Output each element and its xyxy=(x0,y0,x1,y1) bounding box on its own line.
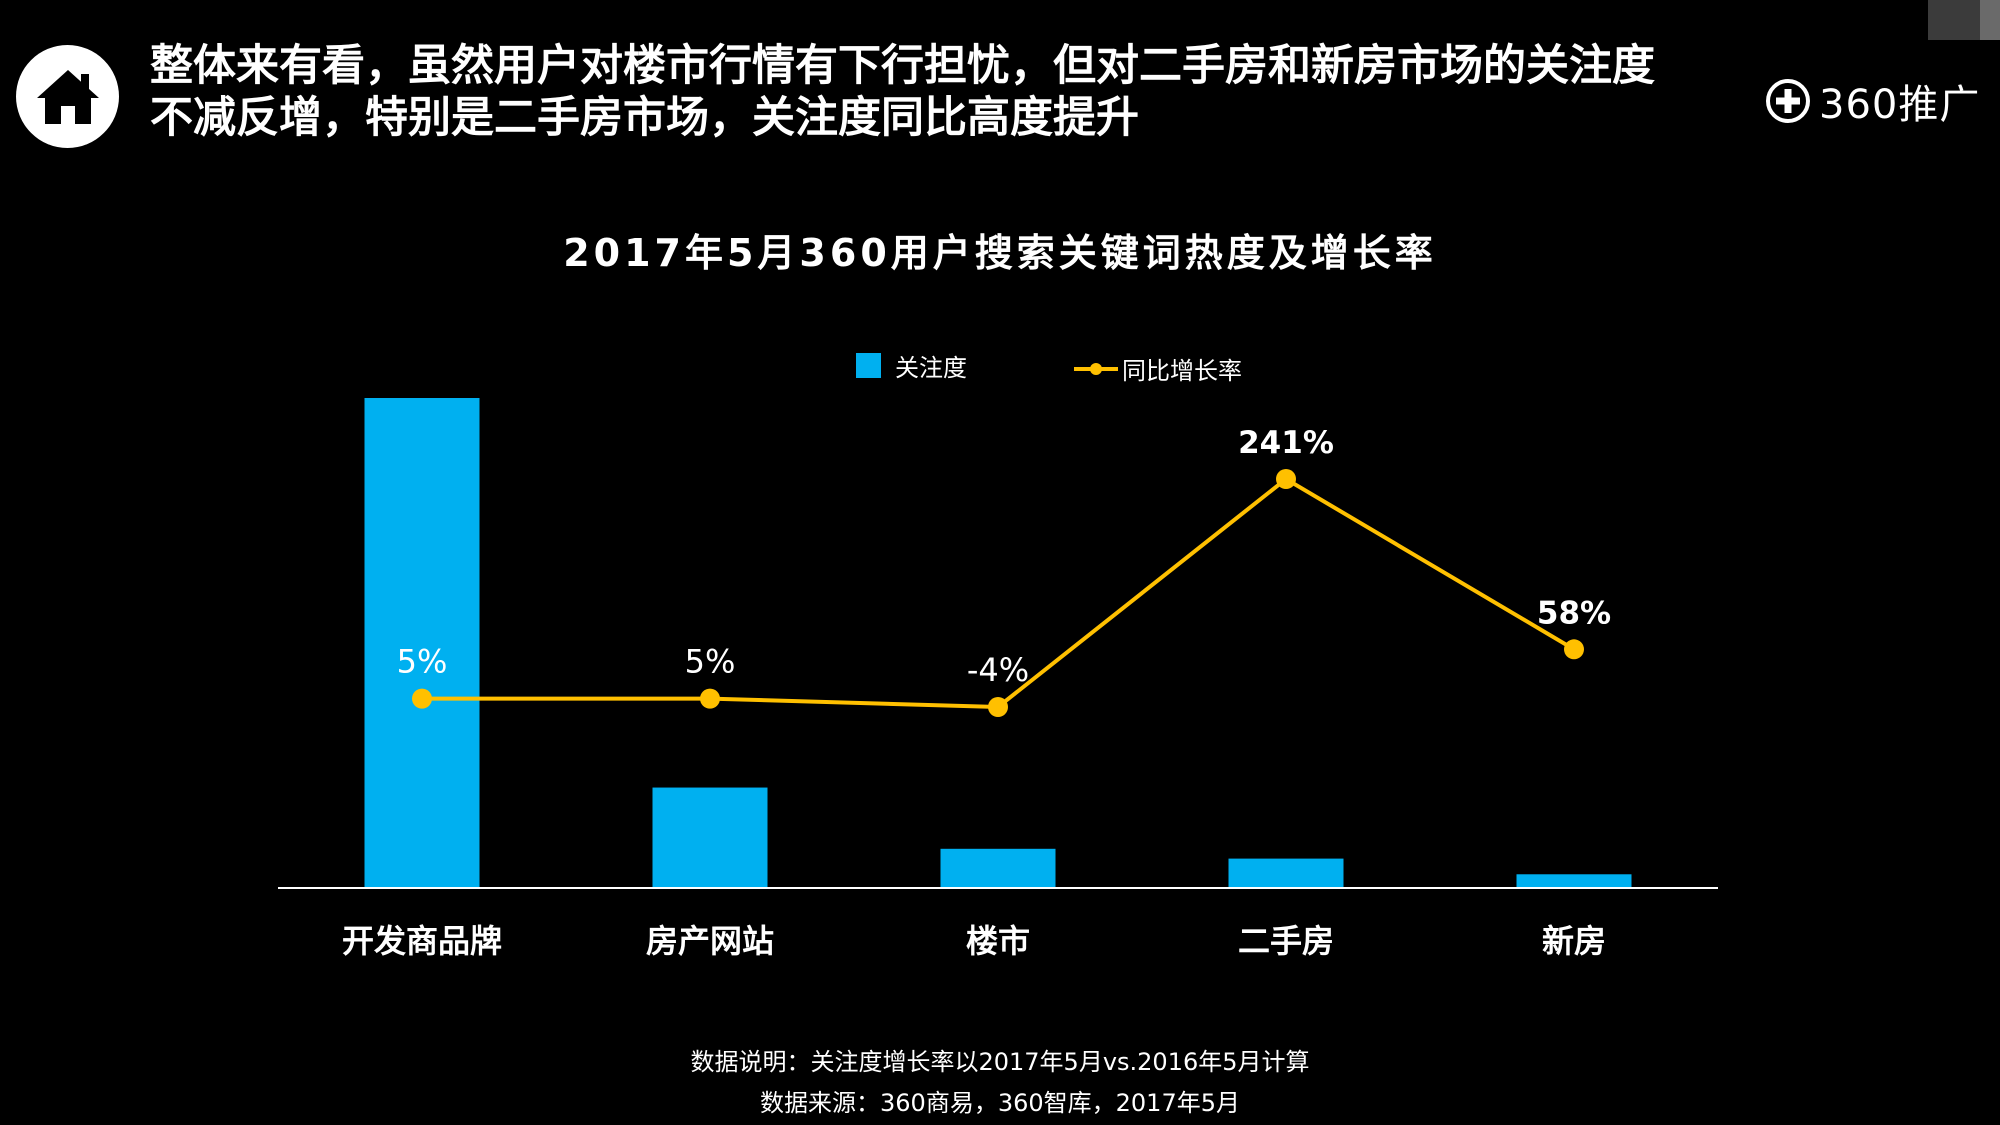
data-label-2: -4% xyxy=(967,651,1029,689)
legend-label-bar: 关注度 xyxy=(895,354,967,382)
chart-title: 2017年5月360用户搜索关键词热度及增长率 xyxy=(563,231,1437,275)
page-title-line-1: 整体来有看，虽然用户对楼市行情有下行担忧，但对二手房和新房市场的关注度 xyxy=(150,41,1655,91)
growth-point-1 xyxy=(700,688,720,709)
data-label-4: 58% xyxy=(1537,595,1611,631)
legend-swatch-line xyxy=(1074,362,1118,375)
x-tick-label-2: 楼市 xyxy=(966,922,1030,960)
legend-swatch-bar xyxy=(856,353,881,378)
growth-point-2 xyxy=(988,697,1008,717)
home-button[interactable] xyxy=(16,45,119,148)
legend-item-line: 同比增长率 xyxy=(1074,351,1242,386)
bar-4 xyxy=(1516,874,1632,888)
bar-3 xyxy=(1228,858,1344,888)
growth-point-0 xyxy=(412,688,432,709)
legend-item-bar: 关注度 xyxy=(856,348,967,383)
data-label-3: 241% xyxy=(1238,425,1334,461)
x-tick-label-1: 房产网站 xyxy=(646,922,774,960)
data-label-0: 5% xyxy=(397,643,448,681)
growth-point-3 xyxy=(1276,469,1296,489)
x-tick-label-0: 开发商品牌 xyxy=(342,922,502,960)
x-tick-label-4: 新房 xyxy=(1542,922,1606,960)
x-tick-label-3: 二手房 xyxy=(1238,922,1334,960)
growth-point-4 xyxy=(1564,639,1584,660)
data-label-1: 5% xyxy=(685,643,736,681)
footer-source: 数据来源：360商易，360智库，2017年5月 xyxy=(760,1089,1240,1117)
footer-note: 数据说明：关注度增长率以2017年5月vs.2016年5月计算 xyxy=(690,1048,1310,1076)
legend-label-line: 同比增长率 xyxy=(1122,357,1242,385)
corner-decoration-accent xyxy=(1980,0,2000,40)
page-title: 整体来有看，虽然用户对楼市行情有下行担忧，但对二手房和新房市场的关注度 不减反增… xyxy=(150,40,1780,144)
home-icon xyxy=(36,69,99,124)
bar-2 xyxy=(940,848,1056,888)
page-title-line-2: 不减反增，特别是二手房市场，关注度同比高度提升 xyxy=(150,93,1139,143)
bar-1 xyxy=(652,787,768,888)
bar-0 xyxy=(364,398,480,888)
chart-legend: 关注度 同比增长率 xyxy=(0,348,2000,388)
brand-logo: 360推广 xyxy=(1765,72,1980,130)
plus-circle-icon xyxy=(1766,79,1810,123)
brand-name: 360推广 xyxy=(1819,82,1981,128)
